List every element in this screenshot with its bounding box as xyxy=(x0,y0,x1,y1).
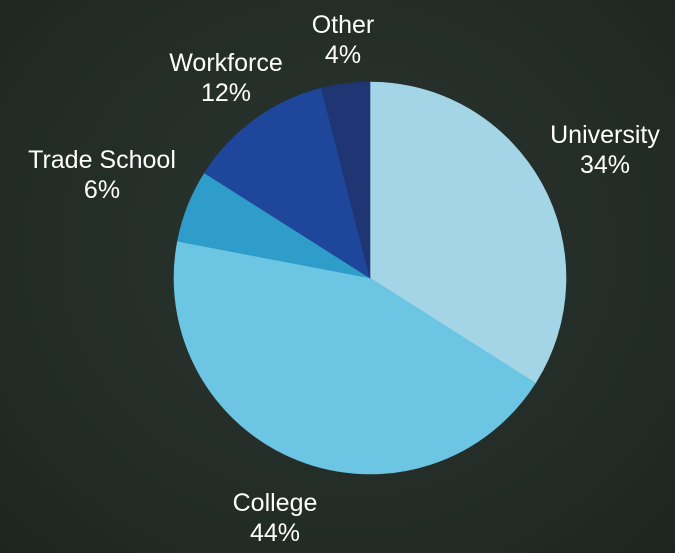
slice-label-other: Other 4% xyxy=(312,10,375,70)
slice-label-workforce-value: 12% xyxy=(200,79,252,107)
pie-slice-other xyxy=(320,81,371,279)
slice-label-university: University 34% xyxy=(550,120,660,180)
slice-label-college-value: 44% xyxy=(249,519,301,547)
pie-slice-college xyxy=(173,240,536,475)
slice-label-workforce: Workforce 12% xyxy=(169,48,282,108)
slice-label-other-value: 4% xyxy=(324,41,362,69)
slice-label-college: College 44% xyxy=(233,488,318,548)
slice-label-trade-school-name: Trade School xyxy=(28,146,176,174)
slice-label-trade-school: Trade School 6% xyxy=(28,145,176,205)
slice-label-workforce-name: Workforce xyxy=(169,49,283,77)
slice-label-trade-school-value: 6% xyxy=(83,176,121,204)
slice-label-college-name: College xyxy=(232,489,318,517)
pie-slice-workforce xyxy=(204,87,371,279)
slice-label-other-name: Other xyxy=(311,11,375,39)
slice-label-university-name: University xyxy=(550,121,660,149)
pie-slice-university xyxy=(369,81,567,384)
slice-label-university-value: 34% xyxy=(579,151,631,179)
